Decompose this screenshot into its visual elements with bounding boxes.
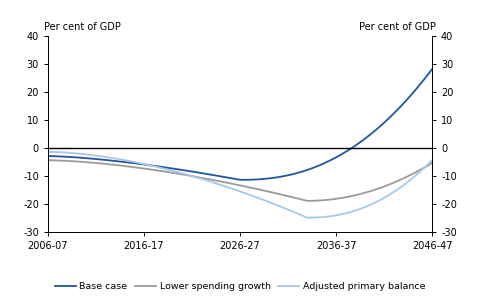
Adjusted primary balance	[305, 216, 311, 219]
Base case	[238, 178, 243, 182]
Line: Lower spending growth: Lower spending growth	[48, 160, 432, 201]
Line: Base case: Base case	[48, 69, 432, 180]
Adjusted primary balance	[91, 154, 97, 157]
Adjusted primary balance	[45, 150, 51, 154]
Base case	[45, 154, 51, 158]
Adjusted primary balance	[323, 215, 329, 219]
Line: Adjusted primary balance: Adjusted primary balance	[48, 152, 432, 218]
Adjusted primary balance	[197, 177, 203, 180]
Adjusted primary balance	[325, 215, 331, 218]
Text: Per cent of GDP: Per cent of GDP	[359, 22, 436, 32]
Lower spending growth	[429, 161, 435, 165]
Adjusted primary balance	[170, 169, 176, 173]
Lower spending growth	[323, 198, 329, 202]
Base case	[323, 161, 329, 164]
Lower spending growth	[305, 199, 311, 203]
Lower spending growth	[170, 171, 176, 175]
Lower spending growth	[325, 198, 331, 202]
Lower spending growth	[287, 195, 292, 198]
Text: Per cent of GDP: Per cent of GDP	[44, 22, 121, 32]
Base case	[325, 160, 331, 163]
Adjusted primary balance	[287, 208, 292, 212]
Base case	[429, 67, 435, 71]
Base case	[197, 171, 203, 175]
Legend: Base case, Lower spending growth, Adjusted primary balance: Base case, Lower spending growth, Adjust…	[51, 279, 429, 295]
Base case	[288, 173, 293, 176]
Lower spending growth	[91, 161, 97, 165]
Base case	[170, 167, 176, 170]
Lower spending growth	[45, 159, 51, 162]
Adjusted primary balance	[429, 159, 435, 162]
Base case	[91, 157, 97, 161]
Lower spending growth	[197, 176, 203, 179]
